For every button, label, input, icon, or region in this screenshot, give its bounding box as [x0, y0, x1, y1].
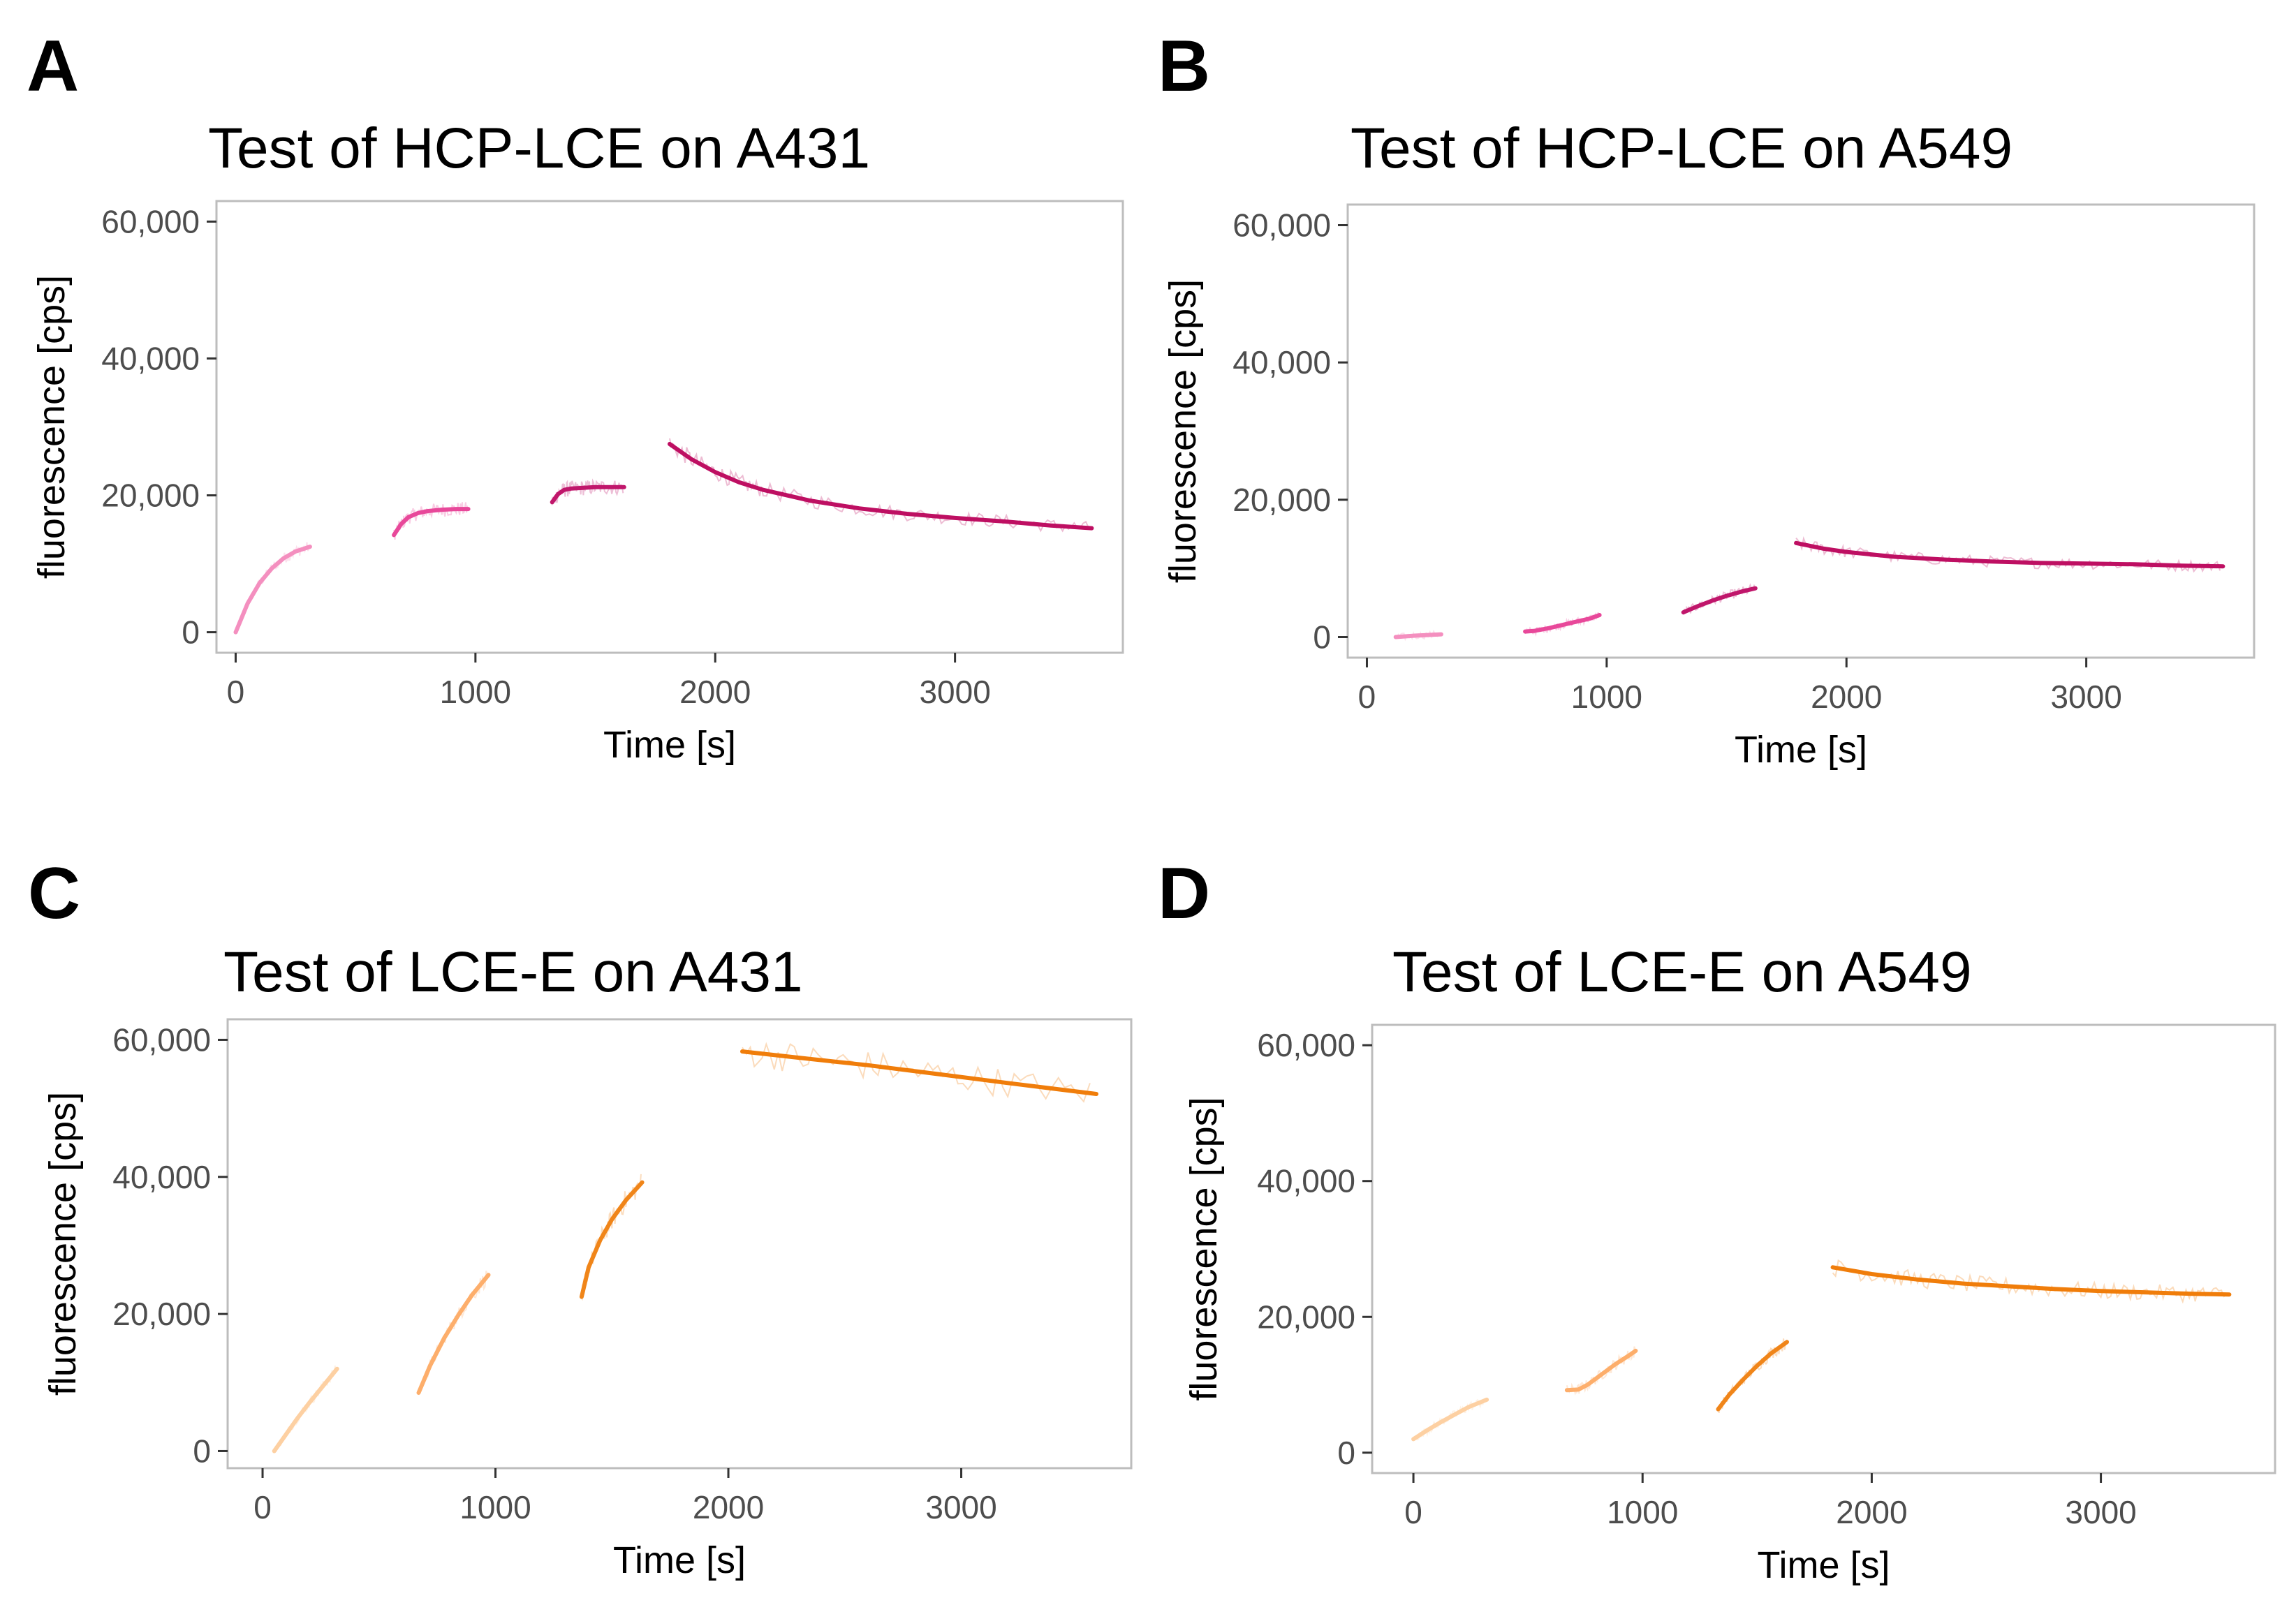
x-axis-title: Time [s] [603, 724, 736, 766]
series-line-4 [1794, 540, 2225, 569]
y-tick-label: 60,000 [1257, 1027, 1355, 1063]
series-line-1 [1393, 632, 1443, 639]
series-line-4 [1830, 1265, 2232, 1297]
x-tick-label: 0 [253, 1489, 272, 1525]
chart-title: Test of LCE-E on A431 [223, 940, 803, 1004]
y-tick-label: 0 [1337, 1435, 1355, 1471]
series-line-1 [233, 545, 312, 635]
series-raw-noise [235, 542, 310, 633]
y-tick-label: 20,000 [101, 478, 200, 514]
x-tick-label: 1000 [440, 674, 511, 710]
chart-title: Test of HCP-LCE on A549 [1351, 117, 2012, 180]
panel-a: A Test of HCP-LCE on A431 0 20,000 40,000 60,… [27, 26, 1124, 766]
plot-panel-border [1371, 1023, 2276, 1474]
panel-d: D Test of LCE-E on A549 0 20,000 40,000 60,00… [1158, 853, 2276, 1586]
series-line-2 [392, 507, 471, 538]
y-tick-label: 0 [193, 1433, 211, 1469]
y-axis-title: fluorescence [cps] [1183, 1097, 1225, 1400]
y-tick-label: 0 [182, 614, 200, 651]
x-axis-title: Time [s] [1757, 1544, 1890, 1586]
plot-panel-border [1346, 203, 2255, 659]
y-tick-label: 0 [1313, 619, 1331, 656]
panel-letter: D [1158, 853, 1210, 934]
x-axis-title: Time [s] [1735, 729, 1867, 771]
x-tick-label: 1000 [459, 1489, 531, 1525]
x-tick-label: 2000 [1836, 1494, 1907, 1530]
panel-b: B Test of HCP-LCE on A549 0 20,000 40,000 60,… [1158, 26, 2255, 771]
series-line-2 [1564, 1348, 1638, 1393]
panel-letter: A [27, 26, 79, 107]
series-raw-noise [1566, 1346, 1636, 1396]
y-tick-label: 40,000 [1257, 1163, 1355, 1199]
chart-title: Test of LCE-E on A549 [1392, 940, 1972, 1004]
series-line-1 [272, 1366, 339, 1454]
y-axis-title: fluorescence [cps] [1162, 279, 1204, 583]
x-tick-label: 3000 [2065, 1494, 2136, 1530]
chart-title: Test of HCP-LCE on A431 [208, 117, 870, 180]
x-tick-label: 1000 [1571, 679, 1642, 715]
series-line-3 [1716, 1340, 1789, 1412]
y-tick-label: 20,000 [1232, 482, 1331, 518]
y-tick-label: 20,000 [112, 1296, 211, 1332]
y-axis-title: fluorescence [cps] [42, 1092, 84, 1396]
y-tick-label: 40,000 [1232, 344, 1331, 380]
series-line-3 [579, 1180, 645, 1299]
x-tick-label: 1000 [1607, 1494, 1678, 1530]
panel-letter: C [28, 853, 80, 934]
y-tick-label: 40,000 [112, 1159, 211, 1195]
x-tick-label: 2000 [693, 1489, 764, 1525]
x-tick-label: 3000 [2050, 679, 2121, 715]
x-tick-label: 0 [227, 674, 245, 710]
series-line-4 [668, 442, 1094, 531]
series-raw-noise [742, 1042, 1091, 1103]
y-axis-title: fluorescence [cps] [31, 275, 73, 579]
x-tick-label: 3000 [919, 674, 990, 710]
plot-panel-border [215, 200, 1124, 654]
x-tick-label: 2000 [1811, 679, 1882, 715]
panel-c: C Test of LCE-E on A431 0 20,000 40,000 60,00… [28, 853, 1133, 1581]
series-line-2 [416, 1273, 491, 1395]
y-tick-label: 40,000 [101, 340, 200, 376]
series-line-3 [1681, 586, 1758, 615]
x-tick-label: 0 [1404, 1494, 1422, 1530]
y-tick-label: 20,000 [1257, 1299, 1355, 1335]
series-line-3 [550, 485, 626, 505]
x-axis-title: Time [s] [613, 1539, 746, 1581]
x-tick-label: 2000 [679, 674, 751, 710]
series-line-4 [740, 1049, 1098, 1096]
y-tick-label: 60,000 [101, 203, 200, 239]
y-tick-label: 60,000 [112, 1021, 211, 1058]
series-line-1 [1411, 1397, 1489, 1442]
panel-letter: B [1158, 26, 1210, 107]
y-tick-label: 60,000 [1232, 207, 1331, 244]
x-tick-label: 0 [1358, 679, 1376, 715]
series-line-2 [1523, 613, 1602, 634]
series-raw-noise [669, 438, 1090, 533]
series-raw-noise [1832, 1259, 2228, 1304]
x-tick-label: 3000 [925, 1489, 996, 1525]
plot-panel-border [226, 1018, 1133, 1470]
